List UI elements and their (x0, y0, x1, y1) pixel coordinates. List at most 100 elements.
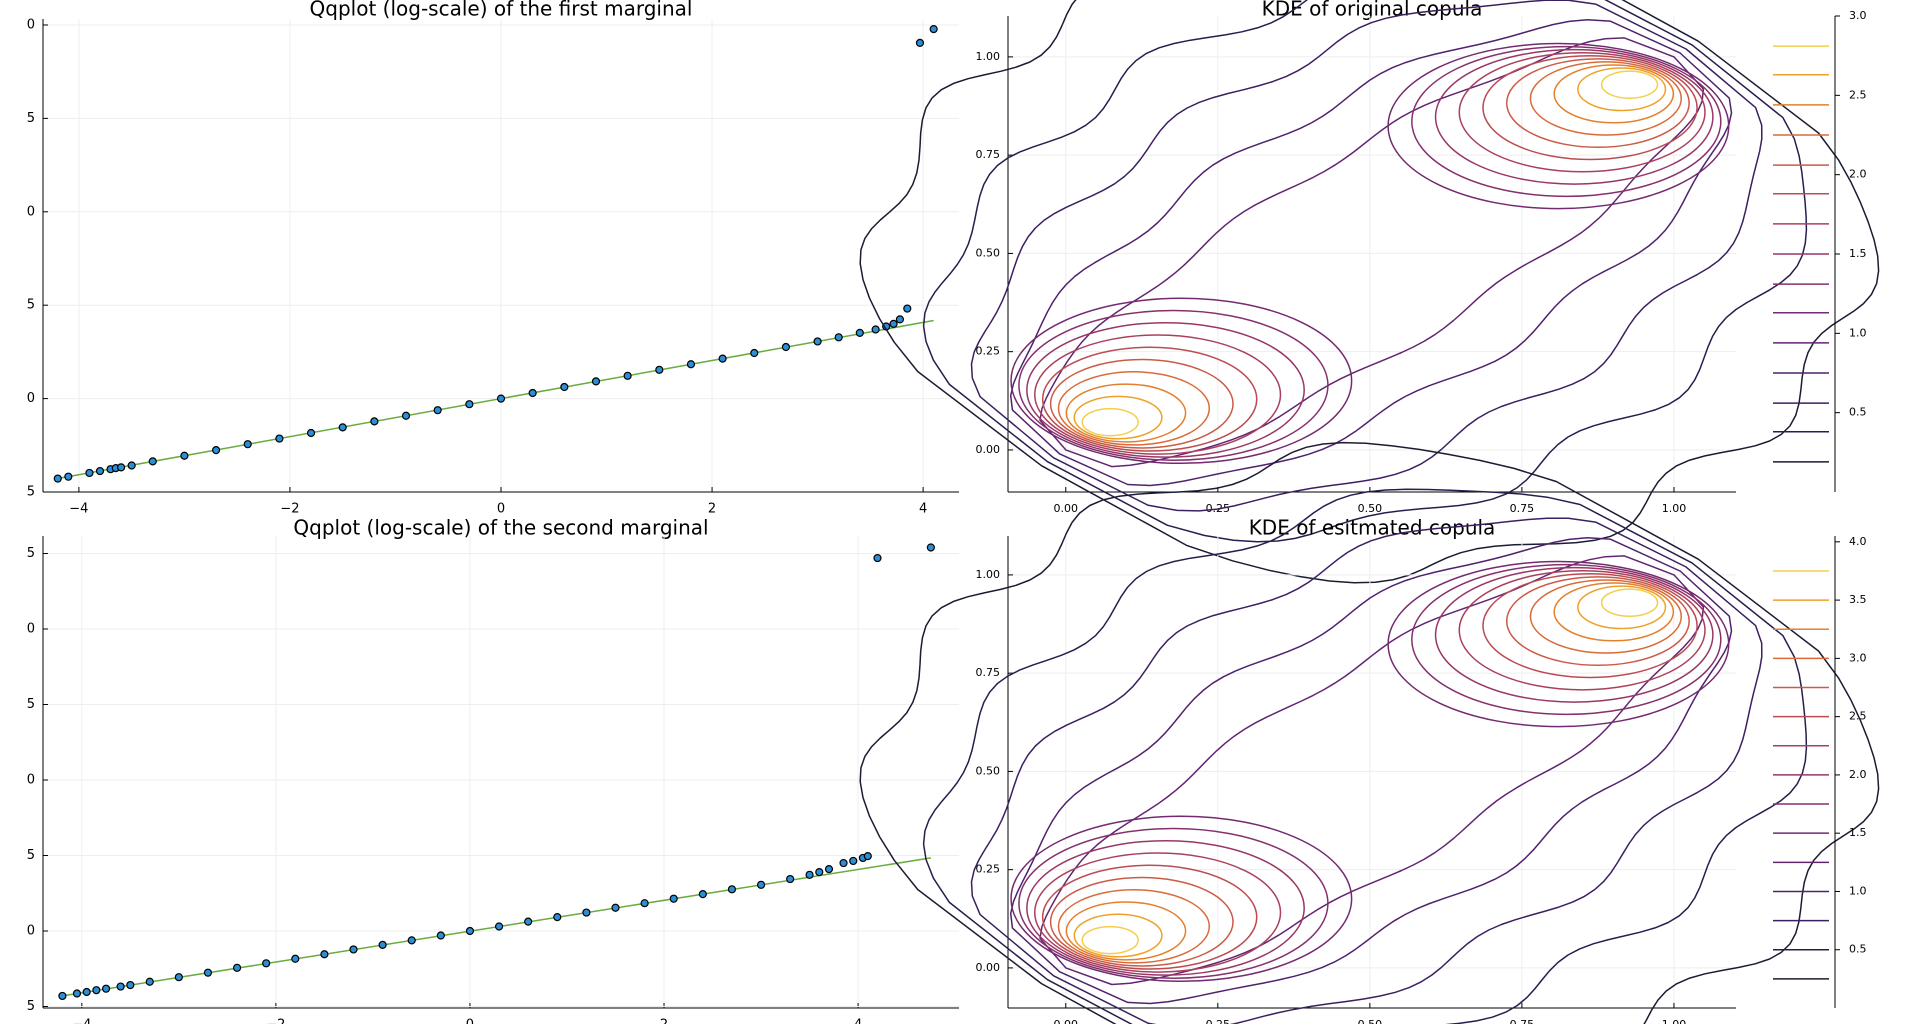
contour-line (1482, 55, 1698, 161)
y-tick-label: 0 (27, 204, 35, 219)
data-point (232, 963, 242, 972)
chart-title: Qqplot (log-scale) of the second margina… (293, 516, 708, 540)
data-point (95, 466, 105, 476)
x-tick-label: −4 (69, 502, 88, 517)
data-point (127, 461, 136, 470)
data-point (306, 428, 316, 438)
colorbar-tick-label: 1.0 (1849, 884, 1867, 897)
y-tick-label: 0.75 (976, 666, 1001, 679)
contour-line (1073, 395, 1163, 440)
y-tick-label: 0.00 (976, 961, 1001, 974)
data-point (686, 360, 696, 369)
data-point (611, 903, 620, 912)
data-point (813, 337, 822, 346)
x-tick-label: 4 (919, 502, 927, 517)
contour-line (1458, 51, 1706, 173)
data-point (718, 354, 727, 363)
data-point (873, 553, 882, 563)
y-tick-label: 5 (27, 298, 35, 313)
data-point (871, 325, 880, 334)
data-point (669, 894, 678, 903)
data-point (58, 991, 67, 1001)
colorbar-tick-label: 1.5 (1849, 247, 1867, 260)
data-point (465, 926, 475, 936)
data-point (727, 885, 737, 894)
data-point (805, 870, 814, 879)
data-point (211, 446, 221, 455)
x-tick-label: −2 (280, 502, 299, 517)
colorbar-tick-label: 3.0 (1849, 651, 1867, 664)
x-tick-label: 1.00 (1662, 502, 1687, 515)
data-point (895, 315, 905, 324)
data-point (915, 38, 925, 48)
contour-line (1081, 925, 1139, 955)
y-tick-label: 0.50 (976, 246, 1001, 259)
y-tick-label: 0.25 (976, 863, 1001, 876)
x-tick-label: 0.75 (1510, 502, 1535, 515)
y-tick-label: 0.75 (976, 148, 1001, 161)
contour-line (970, 517, 1763, 1024)
data-point (370, 417, 379, 426)
data-point (436, 931, 445, 940)
data-point (582, 908, 591, 917)
colorbar-tick-label: 2.5 (1849, 88, 1867, 101)
data-point (786, 874, 795, 884)
contour-line (1039, 555, 1705, 986)
contour-line (1009, 18, 1733, 487)
x-tick-label: −2 (266, 1018, 285, 1024)
data-point (433, 406, 442, 415)
x-tick-label: 0.75 (1510, 1018, 1535, 1024)
chart-title: Qqplot (log-scale) of the first marginal (310, 0, 693, 21)
y-tick-label: 5 (27, 697, 35, 712)
y-tick-label: 0 (27, 622, 35, 637)
data-point (407, 936, 416, 945)
data-point (465, 400, 474, 409)
data-point (174, 973, 183, 982)
x-tick-label: 0.50 (1358, 502, 1383, 515)
data-point (203, 968, 213, 977)
contour-line (1010, 297, 1353, 465)
data-point (553, 913, 562, 922)
data-point (243, 440, 252, 449)
colorbar-tick-label: 0.5 (1849, 406, 1867, 419)
x-tick-label: 2 (660, 1018, 668, 1024)
data-point (496, 394, 506, 403)
data-point (591, 377, 601, 386)
data-point (494, 922, 504, 931)
data-point (126, 980, 135, 990)
contour-line (1018, 827, 1329, 979)
y-tick-label: 0.50 (976, 764, 1001, 777)
colorbar-tick-label: 4.0 (1849, 535, 1867, 548)
colorbar-tick-label: 3.5 (1849, 593, 1867, 606)
contour-line (1026, 321, 1305, 458)
data-point (101, 984, 111, 993)
x-tick-label: 0.25 (1206, 1018, 1231, 1024)
data-point (863, 852, 872, 861)
contour-line (1065, 383, 1187, 443)
colorbar-tick-label: 3.0 (1849, 9, 1867, 22)
colorbar-tick-label: 0.5 (1849, 943, 1867, 956)
data-point (262, 959, 271, 968)
contour-line (1041, 864, 1258, 970)
contour-line (1026, 839, 1305, 976)
contour-line (859, 441, 1880, 1024)
contour-line (1505, 58, 1690, 149)
contour-line (1049, 358, 1234, 449)
contour-line (1411, 563, 1722, 716)
contour-line (859, 0, 1880, 584)
data-point (349, 945, 358, 954)
data-point (756, 880, 766, 889)
data-point (560, 382, 569, 392)
contour-line (1553, 582, 1675, 642)
x-tick-label: 1.00 (1662, 1018, 1687, 1024)
colorbar-tick-label: 2.5 (1849, 710, 1867, 723)
data-point (640, 899, 649, 908)
y-tick-label: 0 (27, 923, 35, 938)
data-point (116, 463, 126, 472)
y-tick-label: 5 (27, 848, 35, 863)
data-point (145, 977, 154, 986)
contour-line (1039, 37, 1705, 468)
contour-line (1041, 346, 1258, 452)
data-point (524, 917, 533, 926)
contour-line (1081, 407, 1139, 437)
